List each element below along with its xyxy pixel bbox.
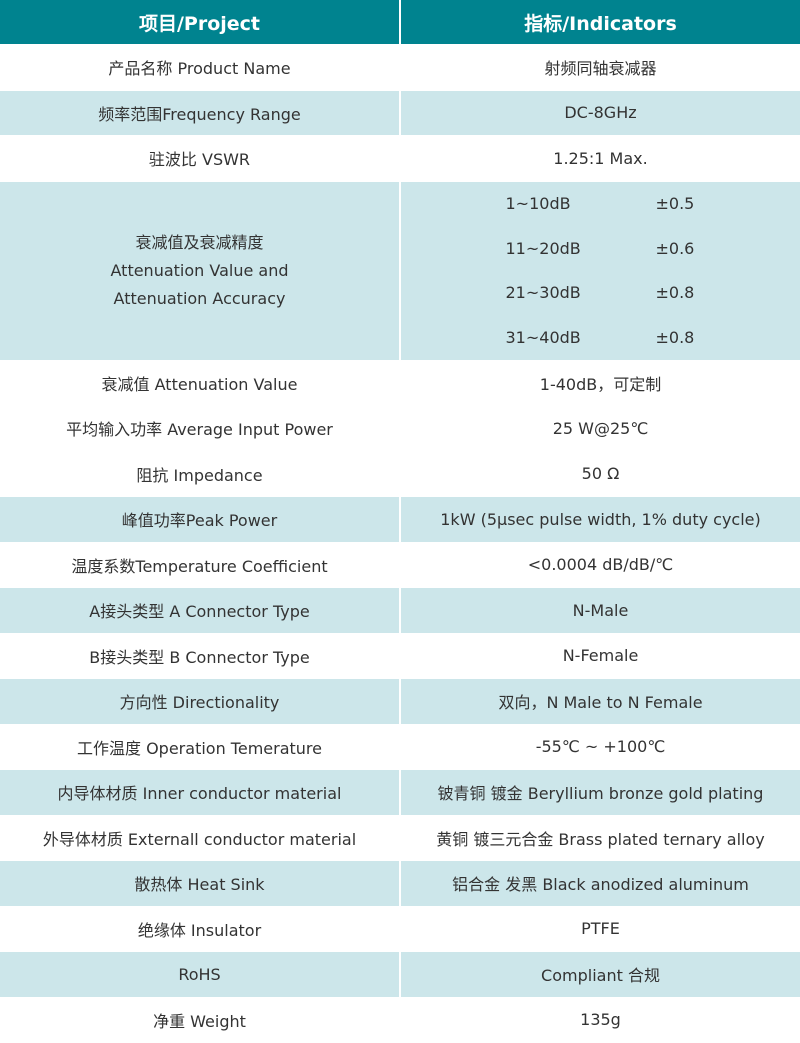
row-label: 频率范围Frequency Range [0, 90, 401, 136]
row-value: DC-8GHz [400, 90, 800, 136]
row-value: 25 W@25℃ [400, 405, 800, 452]
header-indicators: 指标/Indicators [400, 0, 800, 45]
row-value: 1kW (5μsec pulse width, 1% duty cycle) [400, 496, 800, 543]
row-value: 1.25:1 Max. [400, 135, 800, 182]
attenuation-label-cn: 衰减值及衰减精度 [135, 232, 264, 252]
tolerance: ±0.8 [655, 327, 695, 347]
row-label: 产品名称 Product Name [0, 44, 401, 91]
tolerance: ±0.5 [655, 194, 695, 214]
table-row: 驻波比 VSWR 1.25:1 Max. [0, 135, 800, 182]
range: 11~20dB [505, 238, 581, 258]
table-row: A接头类型 A Connector Type N-Male [0, 587, 800, 634]
table-row: 散热体 Heat Sink 铝合金 发黑 Black anodized alumi… [0, 860, 800, 907]
range: 31~40dB [505, 327, 581, 347]
row-value: 135g [400, 997, 800, 1043]
table-row: 峰值功率Peak Power 1kW (5μsec pulse width, 1%… [0, 496, 800, 543]
row-label: 衰减值 Attenuation Value [0, 360, 401, 406]
table-row: 工作温度 Operation Temerature -55℃ ~ +100℃ [0, 724, 800, 770]
row-label: 散热体 Heat Sink [0, 860, 401, 907]
row-value: PTFE [400, 906, 800, 952]
tolerance: ±0.8 [655, 283, 695, 303]
row-label: 驻波比 VSWR [0, 135, 401, 182]
table-row: 产品名称 Product Name 射频同轴衰减器 [0, 44, 800, 91]
table-row: B接头类型 B Connector Type N-Female [0, 633, 800, 679]
attenuation-row: 衰减值及衰减精度 Attenuation Value and Attenuati… [0, 181, 800, 361]
row-value: N-Female [400, 633, 800, 679]
attenuation-range-item: 1~10dB ±0.5 [401, 182, 800, 227]
row-value: 铝合金 发黑 Black anodized aluminum [400, 860, 800, 907]
table-row: 衰减值 Attenuation Value 1-40dB，可定制 [0, 360, 800, 406]
row-label: 温度系数Temperature Coefficient [0, 542, 401, 588]
row-value: 铍青铜 镀金 Beryllium bronze gold plating [400, 769, 800, 816]
row-label: A接头类型 A Connector Type [0, 587, 401, 634]
row-value: 50 Ω [400, 451, 800, 497]
table-row: 绝缘体 Insulator PTFE [0, 906, 800, 952]
table-row: 阻抗 Impedance 50 Ω [0, 451, 800, 497]
table-row: 净重 Weight 135g [0, 997, 800, 1043]
row-label: 方向性 Directionality [0, 678, 401, 725]
table-row: 平均输入功率 Average Input Power 25 W@25℃ [0, 405, 800, 452]
attenuation-range-item: 21~30dB ±0.8 [401, 271, 800, 316]
attenuation-label: 衰减值及衰减精度 Attenuation Value and Attenuati… [0, 181, 401, 361]
row-label: RoHS [0, 951, 401, 998]
row-label: 平均输入功率 Average Input Power [0, 405, 401, 452]
attenuation-range-item: 31~40dB ±0.8 [401, 315, 800, 360]
table-row: 温度系数Temperature Coefficient <0.0004 dB/dB… [0, 542, 800, 588]
row-value: <0.0004 dB/dB/℃ [400, 542, 800, 588]
range: 1~10dB [505, 194, 571, 214]
row-label: 外导体材质 Externall conductor material [0, 815, 401, 861]
row-label: 绝缘体 Insulator [0, 906, 401, 952]
attenuation-values: 1~10dB ±0.5 11~20dB ±0.6 21~30dB ±0.8 31~40… [400, 181, 800, 361]
table-row: 频率范围Frequency Range DC-8GHz [0, 90, 800, 136]
row-value: 1-40dB，可定制 [400, 360, 800, 406]
row-value: N-Male [400, 587, 800, 634]
table-row: RoHS Compliant 合规 [0, 951, 800, 998]
table-row: 方向性 Directionality 双向，N Male to N Female [0, 678, 800, 725]
row-value: -55℃ ~ +100℃ [400, 724, 800, 770]
row-value: 黄铜 镀三元合金 Brass plated ternary alloy [400, 815, 800, 861]
row-label: 内导体材质 Inner conductor material [0, 769, 401, 816]
row-value: 双向，N Male to N Female [400, 678, 800, 725]
row-value: Compliant 合规 [400, 951, 800, 998]
attenuation-label-en1: Attenuation Value and [110, 260, 289, 280]
attenuation-range-item: 11~20dB ±0.6 [401, 226, 800, 271]
row-label: 净重 Weight [0, 997, 401, 1043]
header-project: 项目/Project [0, 0, 401, 45]
tolerance: ±0.6 [655, 238, 695, 258]
row-label: 峰值功率Peak Power [0, 496, 401, 543]
row-label: B接头类型 B Connector Type [0, 633, 401, 679]
header-row: 项目/Project 指标/Indicators [0, 0, 800, 45]
attenuation-label-en2: Attenuation Accuracy [113, 288, 286, 308]
table-row: 内导体材质 Inner conductor material 铍青铜 镀金 Ber… [0, 769, 800, 816]
row-label: 阻抗 Impedance [0, 451, 401, 497]
row-label: 工作温度 Operation Temerature [0, 724, 401, 770]
table-row: 外导体材质 Externall conductor material 黄铜 镀三元… [0, 815, 800, 861]
range: 21~30dB [505, 283, 581, 303]
row-value: 射频同轴衰减器 [400, 44, 800, 91]
